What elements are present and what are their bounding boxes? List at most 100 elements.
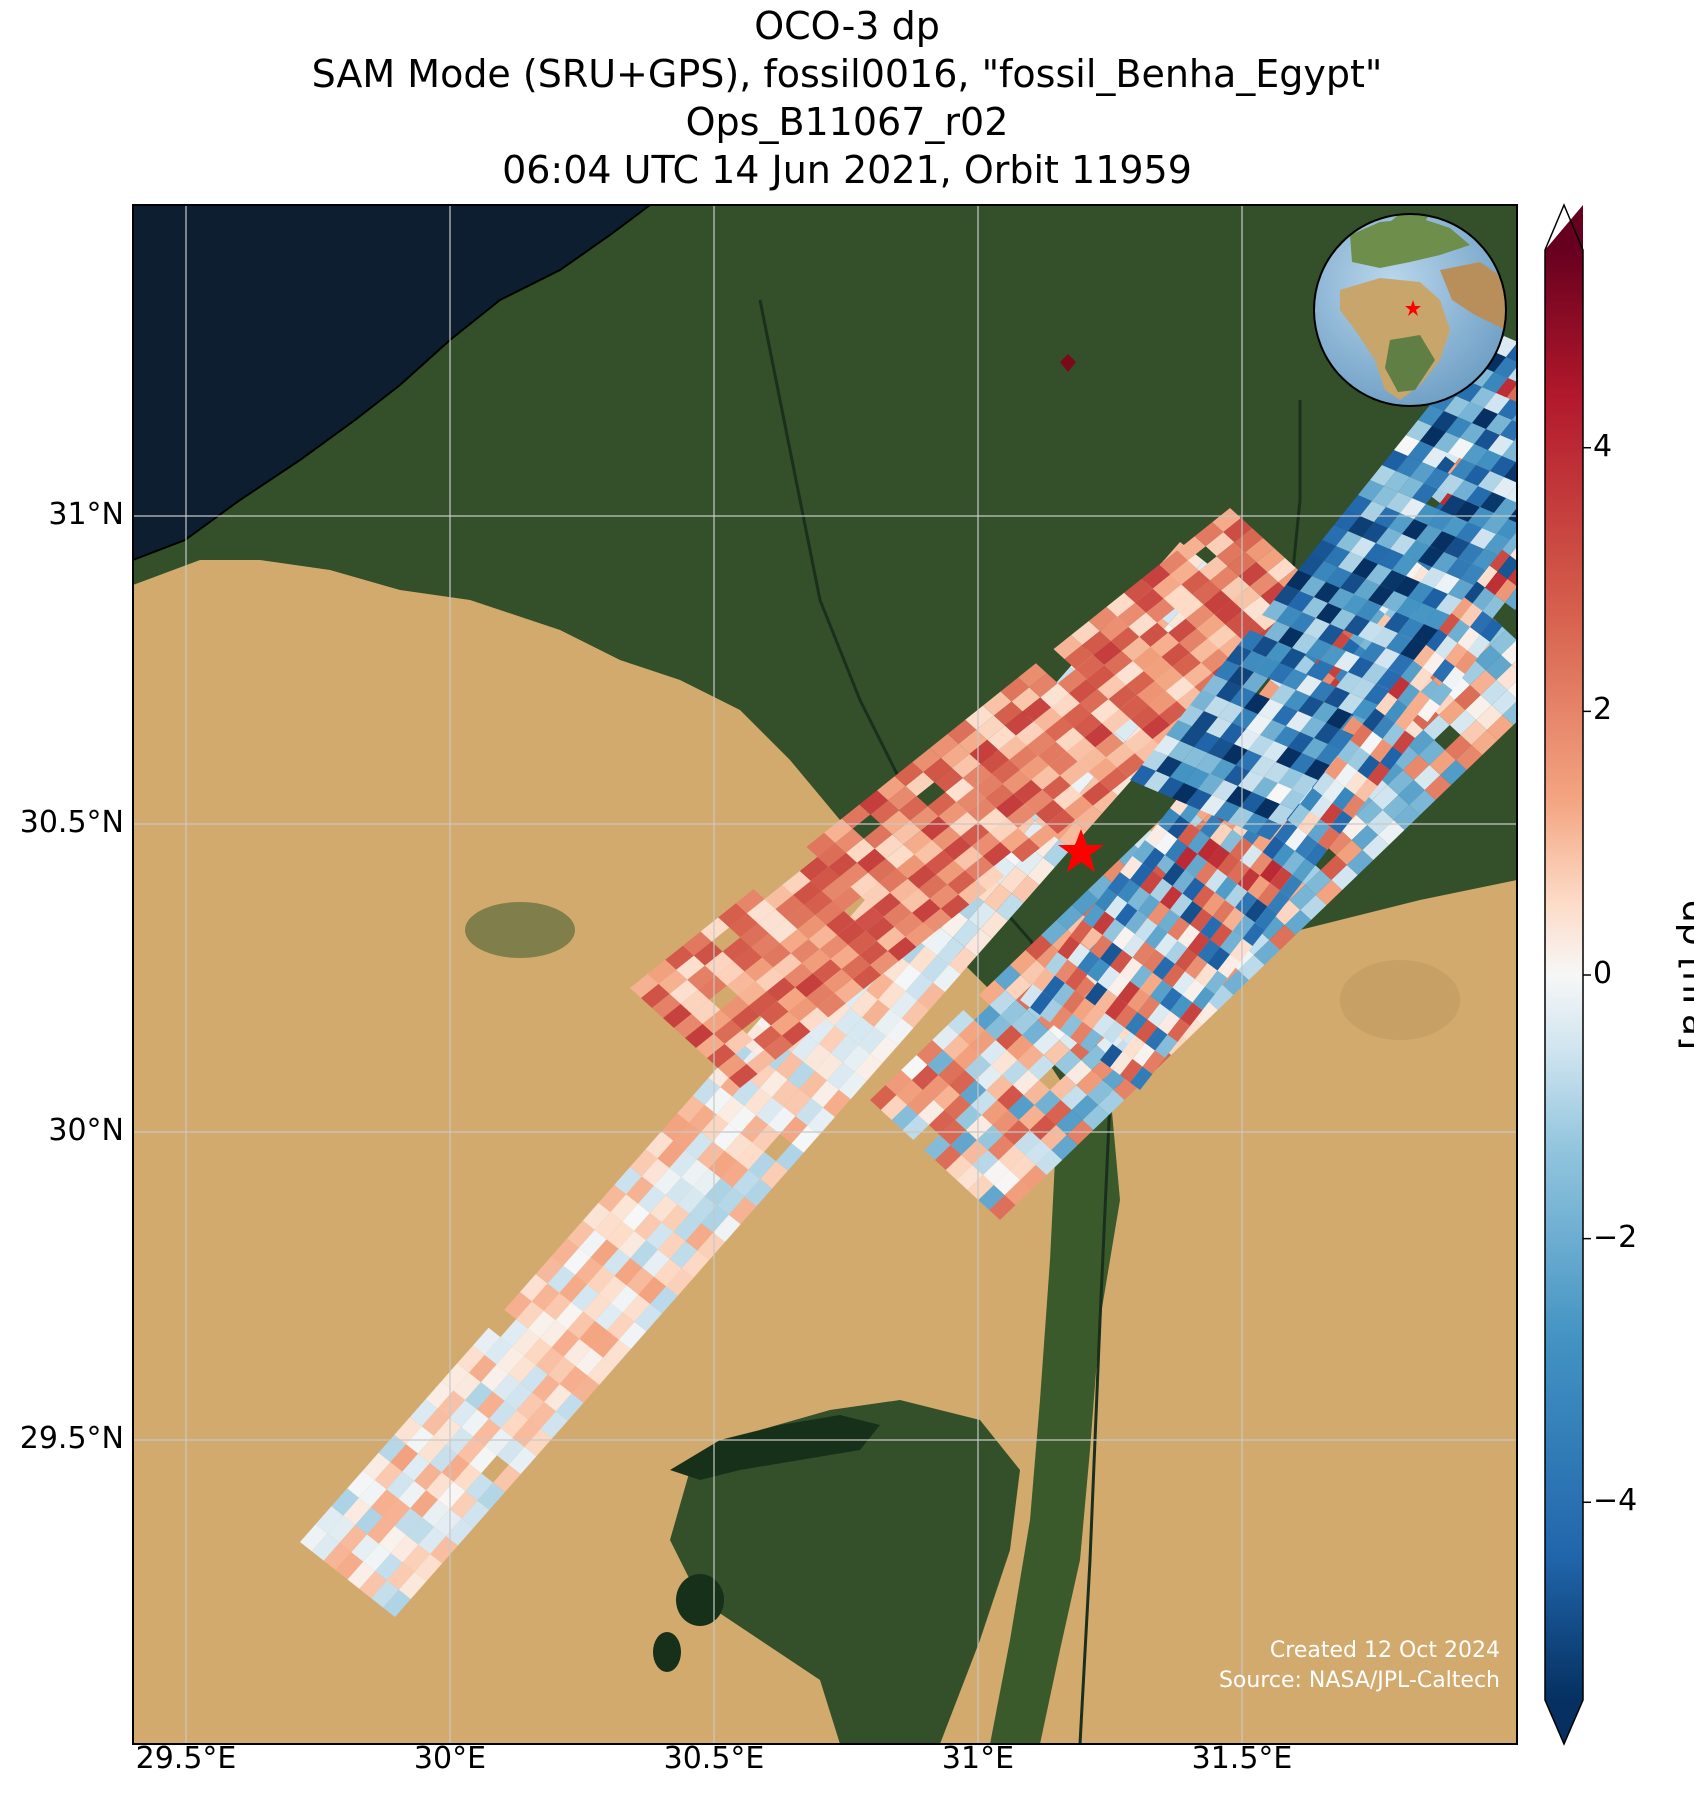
sounding-footprint xyxy=(445,1427,474,1455)
sounding-footprint xyxy=(985,1015,1012,1040)
sounding-footprint xyxy=(1380,570,1406,591)
sounding-footprint xyxy=(1011,838,1040,863)
sounding-footprint xyxy=(1100,1044,1123,1068)
sounding-footprint xyxy=(1076,1070,1103,1095)
sounding-footprint xyxy=(1290,753,1316,774)
sounding-footprint xyxy=(1207,845,1230,869)
sounding-footprint xyxy=(850,990,878,1018)
sounding-footprint xyxy=(1081,1045,1108,1070)
sounding-footprint xyxy=(1480,618,1503,642)
sounding-footprint xyxy=(1367,762,1390,786)
sounding-footprint xyxy=(1304,618,1330,639)
sounding-footprint xyxy=(378,1434,407,1463)
sounding-footprint xyxy=(1103,860,1130,885)
sounding-footprint xyxy=(1226,645,1252,666)
sounding-footprint xyxy=(1041,920,1068,945)
sounding-footprint xyxy=(1125,1012,1148,1036)
sounding-footprint xyxy=(1020,755,1049,780)
sounding-footprint xyxy=(702,1009,732,1034)
sounding-footprint xyxy=(1195,861,1218,885)
sounding-footprint xyxy=(905,772,935,797)
sounding-footprint xyxy=(1378,549,1404,570)
sounding-footprint xyxy=(1048,751,1078,776)
sounding-footprint xyxy=(1156,756,1182,777)
sounding-footprint xyxy=(770,1011,800,1036)
sounding-footprint xyxy=(331,1488,360,1516)
sounding-footprint xyxy=(1442,516,1468,537)
sounding-footprint xyxy=(1525,399,1548,423)
sounding-footprint xyxy=(680,989,710,1014)
sounding-footprint xyxy=(418,1526,446,1555)
sounding-footprint xyxy=(788,997,818,1022)
sounding-footprint xyxy=(1358,621,1384,642)
sounding-footprint xyxy=(1011,1010,1038,1035)
sounding-footprint xyxy=(1013,779,1043,804)
sounding-footprint xyxy=(923,758,952,783)
sounding-footprint xyxy=(1260,859,1283,883)
sounding-footprint xyxy=(1218,702,1244,723)
sounding-footprint xyxy=(1398,780,1425,805)
sounding-footprint xyxy=(544,1383,572,1412)
sounding-footprint xyxy=(1322,779,1345,803)
sounding-footprint xyxy=(1105,895,1128,919)
sounding-footprint xyxy=(909,946,937,974)
sounding-footprint xyxy=(1207,624,1237,649)
sounding-footprint xyxy=(453,1372,481,1401)
sounding-footprint xyxy=(1240,651,1266,672)
sounding-footprint xyxy=(1077,747,1107,772)
sounding-footprint xyxy=(1364,543,1390,564)
sounding-footprint xyxy=(1170,893,1193,917)
sounding-footprint xyxy=(1238,562,1268,587)
sounding-footprint xyxy=(1385,699,1408,723)
sounding-footprint xyxy=(1177,924,1200,948)
sounding-footprint xyxy=(1268,804,1294,825)
sounding-footprint xyxy=(767,1106,796,1134)
sounding-footprint xyxy=(1408,582,1434,603)
sounding-footprint xyxy=(826,1062,855,1090)
sounding-footprint xyxy=(1197,939,1220,963)
sounding-footprint xyxy=(1092,911,1115,935)
sounding-footprint xyxy=(773,953,802,978)
sounding-footprint xyxy=(1470,528,1496,549)
sounding-footprint xyxy=(1471,730,1498,755)
sounding-footprint xyxy=(1520,348,1546,369)
sounding-footprint xyxy=(473,1418,501,1447)
sounding-footprint xyxy=(669,1150,698,1178)
sounding-footprint xyxy=(1407,730,1435,755)
sounding-footprint xyxy=(1202,892,1225,916)
sounding-footprint xyxy=(1079,689,1109,714)
sounding-footprint xyxy=(647,959,677,984)
sounding-swaths xyxy=(300,330,1630,1617)
sounding-footprint xyxy=(1437,612,1460,636)
sounding-footprint xyxy=(1242,672,1268,693)
sounding-footprint xyxy=(1297,811,1320,835)
sounding-footprint xyxy=(516,1301,544,1329)
sounding-footprint xyxy=(1192,711,1218,732)
sounding-footprint xyxy=(1051,1135,1078,1160)
colorbar-tick-label: 2 xyxy=(1593,692,1613,728)
sounding-footprint xyxy=(801,949,831,974)
sounding-footprint xyxy=(1487,548,1510,572)
sounding-footprint xyxy=(1073,713,1102,738)
sounding-footprint xyxy=(642,1249,670,1277)
sounding-footprint xyxy=(928,1110,956,1135)
sounding-footprint xyxy=(390,1444,419,1472)
sounding-footprint xyxy=(1168,618,1197,643)
sounding-footprint xyxy=(1090,935,1113,959)
sounding-footprint xyxy=(1388,654,1414,675)
sounding-footprint xyxy=(1424,609,1450,630)
sounding-footprint xyxy=(883,902,913,927)
sounding-footprint xyxy=(949,1070,976,1095)
sounding-footprint xyxy=(1518,685,1544,710)
sounding-footprint xyxy=(1340,573,1366,594)
sounding-footprint xyxy=(1367,810,1394,835)
sounding-footprint xyxy=(1150,980,1173,1004)
sounding-footprint xyxy=(1010,950,1037,975)
sounding-footprint xyxy=(1604,384,1630,405)
sounding-footprint xyxy=(1024,789,1054,814)
sounding-footprint xyxy=(927,792,957,817)
sounding-footprint xyxy=(500,1319,529,1347)
sounding-footprint xyxy=(1197,838,1220,862)
sounding-footprint xyxy=(1408,441,1434,462)
sounding-footprint xyxy=(740,923,769,948)
